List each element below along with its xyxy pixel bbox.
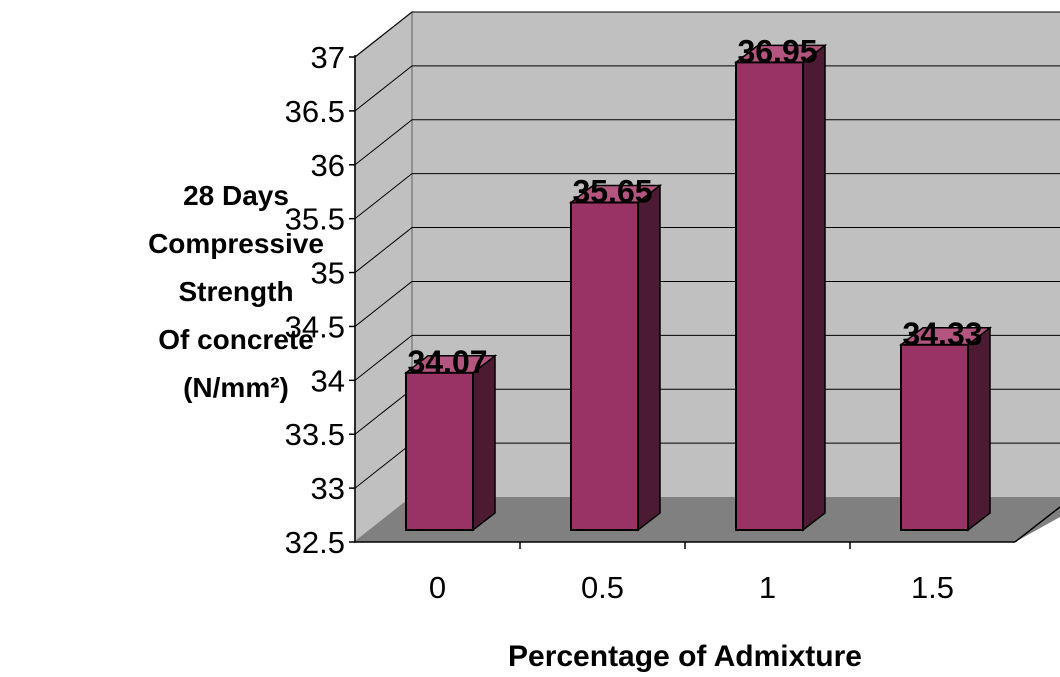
data-label: 34.33 [902,316,982,352]
y-tick-label: 34 [311,363,345,398]
floor [355,497,1060,542]
bar [733,43,828,532]
y-axis-label-line: Of concrete [158,324,314,355]
gridline-side [354,173,413,220]
gridline-side [354,227,413,273]
bar [898,326,993,532]
data-labels: 34.07 35.65 36.95 34.33 [407,33,982,379]
x-axis-label: Percentage of Admixture [508,640,862,673]
data-label: 34.07 [407,344,487,380]
bar-front [570,201,639,531]
x-tick-label: 0 [429,570,446,605]
y-axis-label-line: Compressive [148,228,324,259]
bar [403,354,498,532]
side-wall [354,10,413,544]
y-tick-label: 36.5 [285,94,345,129]
tick-labels: 32.5 33 33.5 34 34.5 35 35.5 36 36.5 37 0 0.5 1 1.5 [285,40,954,605]
bar-front [405,371,474,531]
y-axis-label-line: (N/mm²) [183,372,289,403]
y-tick-label: 33.5 [285,417,345,452]
x-tick-label: 0.5 [581,570,624,605]
gridline-side [354,334,413,381]
x-axis-depth-line [1014,506,1060,543]
y-axis-label-line: Strength [178,276,294,307]
y-tick-label: 32.5 [285,525,345,560]
gridline-side [354,281,413,327]
bar-side [802,43,826,532]
y-tick-label: 34.5 [285,309,345,344]
gridline-side [354,65,413,112]
gridline-side [354,388,413,435]
y-tick-label: 35 [311,256,345,291]
bar [568,183,663,532]
y-axis-label: 28 Days Compressive Strength Of concrete… [146,172,326,412]
y-tick-label: 35.5 [285,202,345,237]
y-axis-label-line: 28 Days [183,180,289,211]
y-tick-label: 33 [311,471,345,506]
bar-front [900,343,969,531]
y-tick-label: 36 [311,148,345,183]
gridline-side [354,11,413,58]
axes [349,55,1060,549]
gridline-side [354,442,413,489]
bar-side [637,183,661,532]
bar-side [472,354,496,532]
x-tick-label: 1 [759,570,776,605]
gridline-side [354,119,413,166]
bars [403,43,993,532]
x-tick-label: 1.5 [911,570,954,605]
bar-front [735,61,804,532]
bar-side [967,326,991,532]
y-tick-label: 37 [311,40,345,75]
data-label: 36.95 [737,33,817,69]
data-label: 35.65 [572,174,652,210]
